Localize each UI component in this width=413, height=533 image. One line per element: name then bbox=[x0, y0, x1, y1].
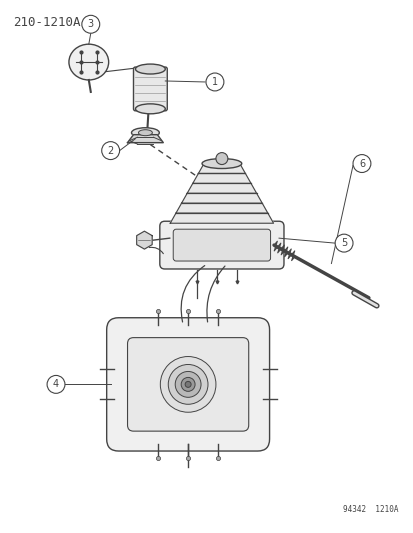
Circle shape bbox=[102, 142, 119, 159]
Polygon shape bbox=[136, 231, 152, 249]
Ellipse shape bbox=[131, 128, 159, 138]
Text: 4: 4 bbox=[53, 379, 59, 390]
Polygon shape bbox=[192, 173, 250, 183]
Polygon shape bbox=[170, 213, 273, 223]
Circle shape bbox=[216, 152, 227, 165]
FancyBboxPatch shape bbox=[127, 337, 248, 431]
Circle shape bbox=[175, 372, 201, 397]
Text: 210-1210A: 210-1210A bbox=[13, 17, 81, 29]
Text: 3: 3 bbox=[88, 19, 94, 29]
Circle shape bbox=[47, 375, 65, 393]
FancyBboxPatch shape bbox=[107, 318, 269, 451]
Ellipse shape bbox=[138, 130, 152, 136]
Circle shape bbox=[82, 15, 100, 33]
Circle shape bbox=[160, 357, 216, 412]
Text: 5: 5 bbox=[340, 238, 347, 248]
Polygon shape bbox=[176, 203, 267, 213]
Polygon shape bbox=[187, 183, 256, 193]
Text: 94342  1210A: 94342 1210A bbox=[342, 505, 398, 514]
Text: 1: 1 bbox=[211, 77, 218, 87]
Polygon shape bbox=[127, 135, 163, 143]
Text: 2: 2 bbox=[107, 146, 114, 156]
Circle shape bbox=[335, 234, 352, 252]
Ellipse shape bbox=[135, 104, 165, 114]
Circle shape bbox=[206, 73, 223, 91]
Ellipse shape bbox=[202, 158, 241, 168]
Ellipse shape bbox=[69, 44, 108, 80]
Polygon shape bbox=[181, 193, 262, 203]
Ellipse shape bbox=[135, 64, 165, 74]
Circle shape bbox=[168, 365, 207, 404]
FancyBboxPatch shape bbox=[173, 229, 270, 261]
FancyBboxPatch shape bbox=[159, 221, 283, 269]
Polygon shape bbox=[198, 164, 245, 173]
Circle shape bbox=[352, 155, 370, 173]
Circle shape bbox=[181, 377, 195, 391]
Text: 6: 6 bbox=[358, 158, 364, 168]
Circle shape bbox=[185, 382, 191, 387]
FancyBboxPatch shape bbox=[133, 67, 167, 111]
